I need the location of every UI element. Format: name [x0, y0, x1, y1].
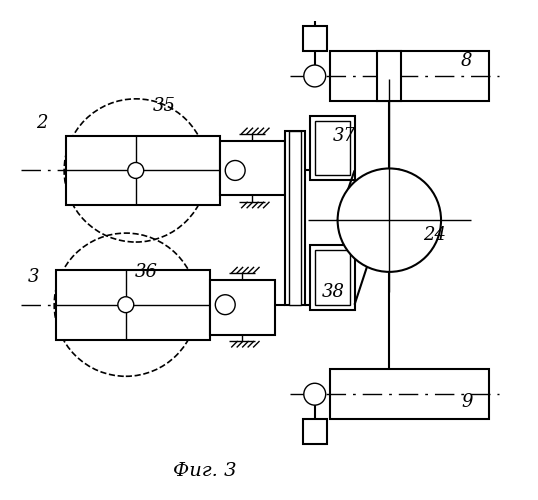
Circle shape	[225, 160, 245, 180]
Text: 35: 35	[153, 97, 176, 115]
Bar	[315, 250, 350, 304]
Circle shape	[118, 296, 134, 312]
Text: 37: 37	[332, 126, 356, 144]
Bar	[310, 116, 355, 180]
Bar	[289, 130, 301, 304]
Bar	[330, 51, 489, 101]
Text: 36: 36	[134, 264, 158, 281]
Text: 2: 2	[36, 114, 47, 132]
Bar	[303, 419, 327, 444]
Circle shape	[304, 384, 325, 405]
Bar	[285, 130, 305, 304]
Bar	[330, 370, 489, 419]
Text: 24: 24	[423, 226, 447, 244]
Circle shape	[304, 65, 325, 87]
Text: 9: 9	[461, 392, 473, 410]
Bar	[210, 280, 275, 334]
Circle shape	[128, 162, 144, 178]
Bar	[303, 26, 327, 51]
Bar	[56, 270, 210, 340]
Text: Фиг. 3: Фиг. 3	[173, 462, 237, 480]
Bar	[377, 51, 401, 101]
Bar	[66, 136, 220, 205]
Bar	[315, 120, 350, 176]
Bar	[310, 245, 355, 310]
Text: 38: 38	[322, 284, 345, 302]
Text: 3: 3	[28, 268, 39, 286]
Circle shape	[338, 168, 441, 272]
Text: 8: 8	[461, 52, 473, 70]
Bar	[220, 140, 285, 196]
Circle shape	[215, 294, 235, 314]
